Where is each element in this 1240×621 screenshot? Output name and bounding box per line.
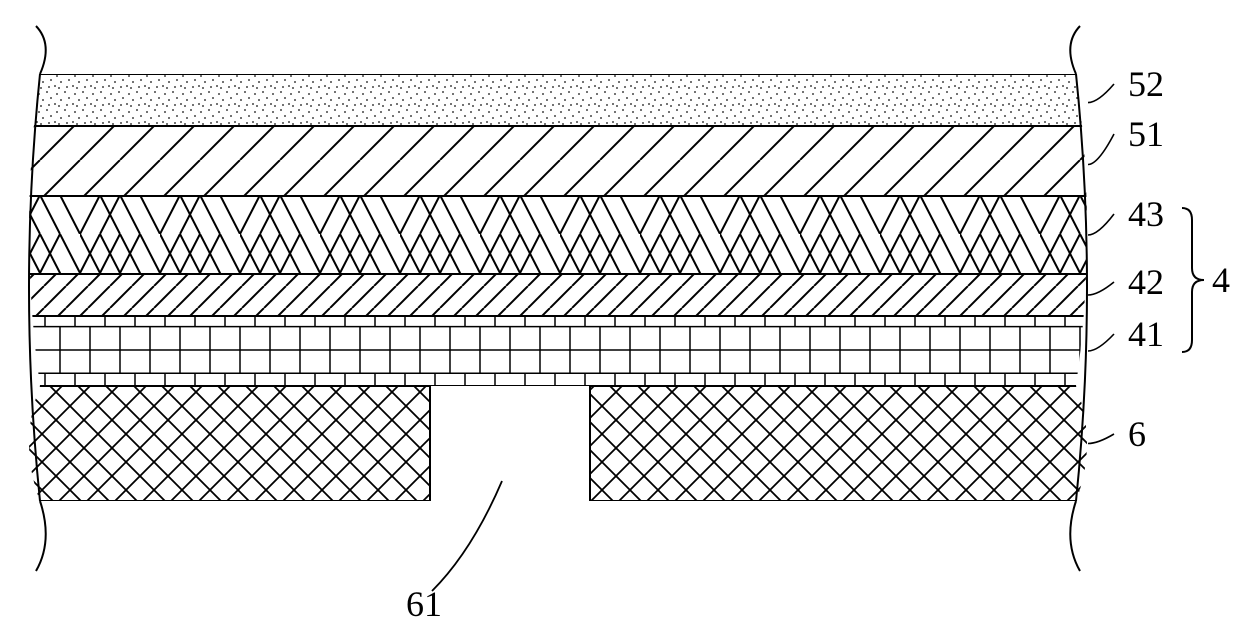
leader-51 [1088, 134, 1114, 165]
brace-group-4 [1182, 208, 1204, 352]
label-61: 61 [406, 584, 442, 621]
layer-43 [0, 196, 1116, 274]
leader-43 [1088, 214, 1114, 235]
right-bottom-break [1070, 501, 1080, 571]
label-52: 52 [1128, 64, 1164, 104]
leader-6 [1088, 434, 1114, 444]
label-41: 41 [1128, 314, 1164, 354]
label-43: 43 [1128, 194, 1164, 234]
layer-6-right [590, 386, 1116, 501]
layer-51 [0, 126, 1116, 196]
leader-52 [1088, 84, 1114, 103]
left-bottom-break [36, 501, 46, 571]
left-top-break [36, 26, 46, 74]
label-42: 42 [1128, 262, 1164, 302]
cross-section-diagram: 52 51 43 42 41 6 4 61 [0, 0, 1240, 621]
layer-41 [0, 316, 1116, 386]
layer-52 [0, 74, 1116, 126]
layer-6-left [0, 386, 430, 501]
leader-61 [432, 481, 502, 591]
leader-42 [1088, 282, 1114, 295]
layer-42 [0, 274, 1116, 316]
upper-layers [0, 74, 1116, 386]
leader-41 [1088, 334, 1114, 351]
right-top-break [1070, 26, 1080, 74]
label-51: 51 [1128, 114, 1164, 154]
label-group-4: 4 [1212, 260, 1230, 300]
label-6: 6 [1128, 414, 1146, 454]
